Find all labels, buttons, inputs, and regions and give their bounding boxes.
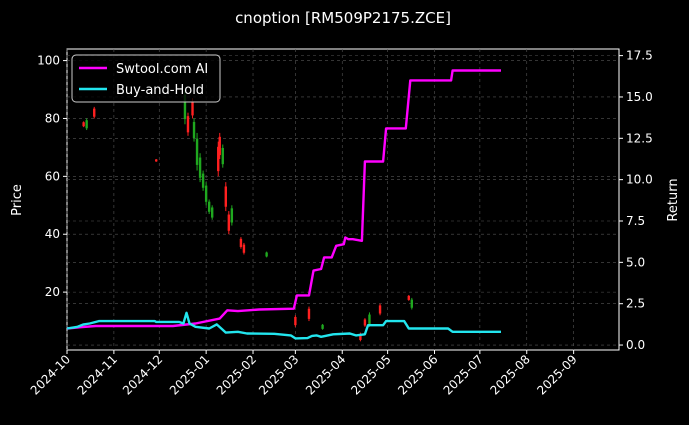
x-tick-label: 2024-10 <box>28 352 73 397</box>
x-axis: 2024-10 2024-11 2024-12 2025-01 2025-022025-… <box>28 350 580 398</box>
price-candle <box>239 238 243 247</box>
y-tick-label: 80 <box>45 111 60 125</box>
y-tick-label: 20 <box>45 285 60 299</box>
y2-tick-label: 17.5 <box>626 49 653 63</box>
y2-tick-label: 2.5 <box>626 297 645 311</box>
legend-label-strategy: Swtool.com AI <box>116 62 208 77</box>
price-candle <box>195 138 199 165</box>
x-tick-label: 2025-04 <box>303 352 348 397</box>
y-tick-label: 60 <box>45 169 60 183</box>
y-axis-label: Price <box>10 184 25 216</box>
x-tick-label: 2025-01 <box>167 352 212 397</box>
price-candle <box>192 121 196 139</box>
x-tick-label: 2025-08 <box>488 352 533 397</box>
price-candle <box>93 108 96 117</box>
price-candles <box>82 89 414 342</box>
price-candle <box>218 136 221 156</box>
x-tick-label: 2024-12 <box>120 352 165 397</box>
y2-tick-label: 15.0 <box>626 90 653 104</box>
y2-tick-label: 5.0 <box>626 255 645 269</box>
price-candle <box>359 333 362 341</box>
price-candle <box>230 208 234 223</box>
price-candle <box>407 295 410 300</box>
y-tick-label: 100 <box>37 54 60 68</box>
x-tick-label: 2025-03 <box>256 352 301 397</box>
price-candle <box>307 308 311 319</box>
return-series <box>66 69 501 340</box>
y-axis-left: 20 40 60 80 100 <box>37 54 67 299</box>
price-candle <box>85 120 88 129</box>
y2-tick-label: 7.5 <box>626 214 645 228</box>
y-tick-label: 40 <box>45 227 60 241</box>
y2-tick-label: 0.0 <box>626 338 645 352</box>
x-tick-label: 2025-05 <box>348 352 393 397</box>
y2-tick-label: 12.5 <box>626 131 653 145</box>
price-candle <box>217 146 220 172</box>
price-candle <box>378 305 382 314</box>
price-candle <box>265 252 268 257</box>
price-candle <box>155 159 158 162</box>
price-candle <box>321 324 324 329</box>
price-candle <box>183 94 187 120</box>
legend-box <box>71 54 221 103</box>
x-tick-label: 2025-06 <box>395 352 440 397</box>
buyhold-return-line <box>66 311 501 340</box>
price-candle <box>410 299 414 308</box>
price-candle <box>201 173 205 188</box>
x-tick-label: 2025-07 <box>441 352 486 397</box>
x-tick-label: 2024-11 <box>75 352 120 397</box>
x-tick-label: 2025-09 <box>534 352 579 397</box>
price-candle <box>368 314 371 325</box>
price-candle <box>363 319 367 326</box>
legend-label-buyhold: Buy-and-Hold <box>116 83 204 98</box>
price-candle <box>204 185 208 202</box>
price-candle <box>82 122 85 127</box>
price-candle <box>242 244 246 253</box>
price-candle <box>294 317 297 326</box>
price-candle <box>186 116 190 133</box>
price-candle <box>227 214 231 231</box>
price-candle <box>224 186 227 207</box>
legend: Swtool.com AI Buy-and-Hold <box>71 54 221 103</box>
x-tick-label: 2025-02 <box>214 352 259 397</box>
y2-tick-label: 10.0 <box>626 173 653 187</box>
price-candle <box>207 201 211 212</box>
chart-title: cnoption [RM509P2175.ZCE] <box>235 9 451 27</box>
price-candle <box>191 101 194 116</box>
price-candle <box>221 147 224 165</box>
strategy-return-line <box>66 69 501 330</box>
y2-axis-label: Return <box>666 178 681 221</box>
price-candle <box>210 207 214 218</box>
y-axis-right: 0.0 2.5 5.0 7.5 10.0 12.5 15.0 17.5 <box>619 49 653 352</box>
price-candle <box>198 157 202 178</box>
